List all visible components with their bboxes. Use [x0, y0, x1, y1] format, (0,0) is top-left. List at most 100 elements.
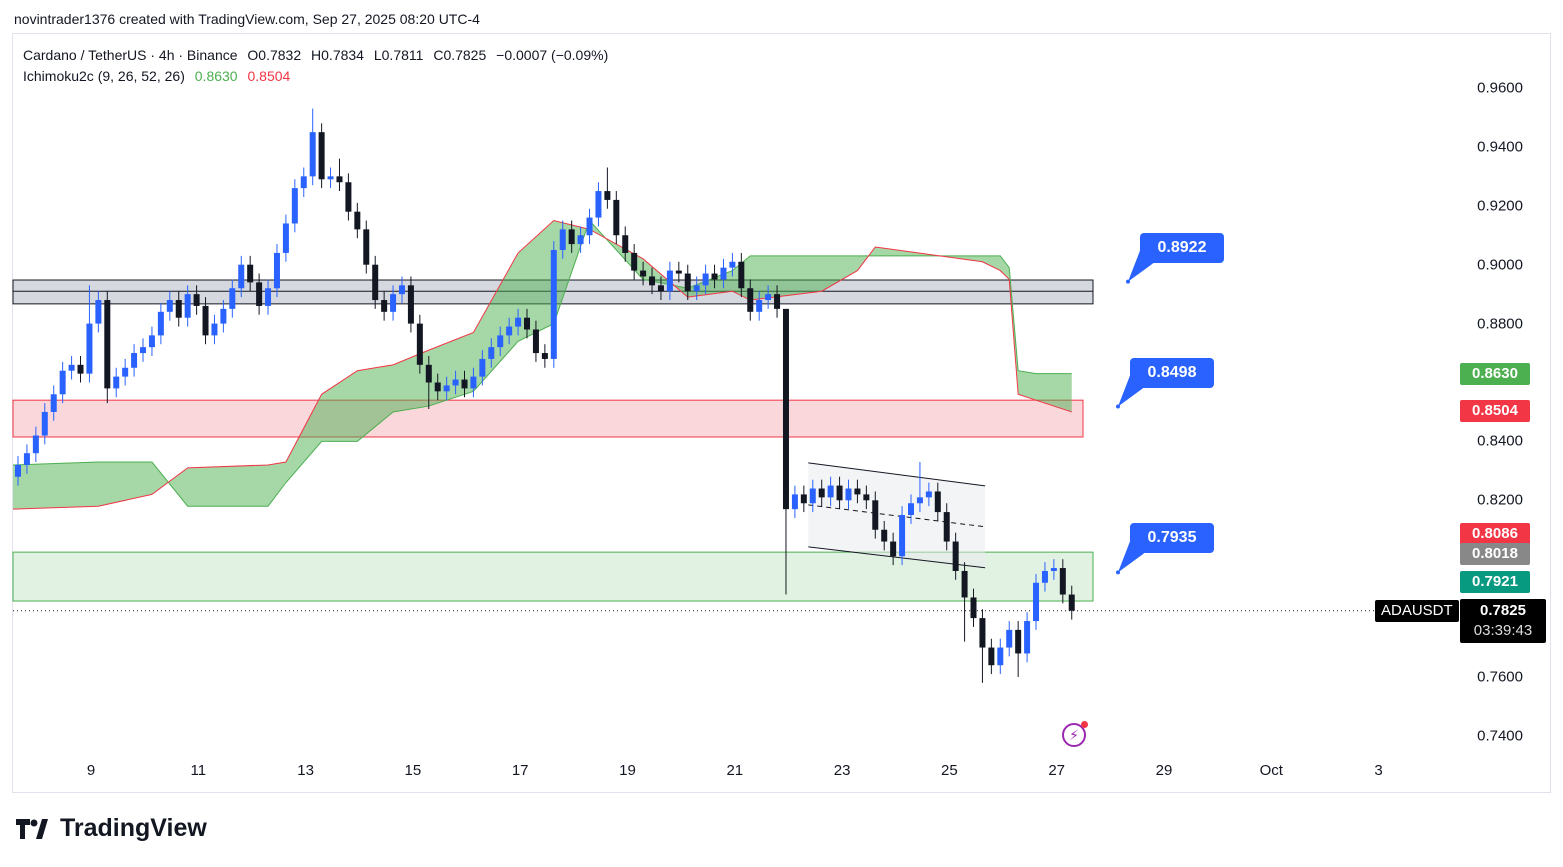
- candle: [559, 220, 566, 259]
- price-axis-label: 0.8200: [1477, 491, 1523, 509]
- candle: [720, 258, 727, 289]
- candle: [604, 167, 611, 209]
- candle: [586, 208, 593, 245]
- candle: [461, 370, 468, 398]
- candle-body: [202, 305, 209, 336]
- candle-body: [720, 267, 727, 280]
- candle: [175, 291, 182, 327]
- candle-body: [113, 376, 120, 389]
- candle-body: [434, 382, 441, 392]
- candle-body: [568, 229, 575, 245]
- candle: [32, 426, 39, 463]
- candle-body: [515, 317, 522, 327]
- symbol-label[interactable]: Cardano / TetherUS · 4h · Binance: [23, 47, 238, 63]
- candle-body: [211, 323, 218, 336]
- price-axis-label: 0.8800: [1477, 315, 1523, 333]
- candle: [979, 609, 986, 683]
- candle-body: [774, 294, 781, 309]
- candle-body: [765, 294, 772, 301]
- candle: [631, 244, 638, 280]
- candle-body: [86, 323, 93, 374]
- time-axis-label: 23: [833, 762, 851, 779]
- candle: [220, 300, 227, 333]
- time-axis-label: 9: [86, 762, 96, 779]
- candle: [711, 264, 718, 289]
- candle-body: [756, 300, 763, 312]
- candle-body: [738, 261, 745, 289]
- candle-body: [50, 394, 57, 412]
- candle-body: [925, 491, 932, 498]
- price-callout[interactable]: 0.8498: [1130, 357, 1214, 388]
- candle-body: [622, 235, 629, 253]
- candle-body: [273, 252, 280, 289]
- pink-zone: [12, 399, 1084, 438]
- price-tag: 0.8018: [1460, 542, 1530, 565]
- time-axis-label: Oct: [1259, 762, 1283, 779]
- lightning-icon[interactable]: ⚡: [1062, 721, 1088, 747]
- candle: [86, 285, 93, 383]
- channel-fill: [808, 462, 986, 568]
- candle: [229, 279, 236, 318]
- indicator-label[interactable]: Ichimoku2c (9, 26, 52, 26): [23, 68, 185, 84]
- candle: [1068, 585, 1075, 620]
- candle-body: [15, 464, 21, 477]
- candle-body: [854, 488, 861, 495]
- candle-body: [934, 491, 941, 513]
- candle: [577, 226, 584, 253]
- indicator-value-a: 0.8630: [194, 68, 238, 84]
- candle-body: [881, 529, 888, 542]
- candle-body: [140, 347, 147, 354]
- candle-body: [782, 308, 789, 510]
- bar-countdown: 03:39:43: [1473, 622, 1533, 639]
- candle: [1050, 559, 1057, 580]
- candle-body: [247, 264, 254, 283]
- candle: [899, 506, 906, 566]
- candle-body: [916, 497, 923, 504]
- candle-body: [193, 294, 200, 306]
- candle: [666, 261, 673, 301]
- candle-body: [345, 182, 352, 212]
- candle-body: [1050, 568, 1057, 571]
- candle-body: [640, 270, 647, 277]
- candle: [407, 276, 414, 333]
- candle: [640, 261, 647, 286]
- candle: [416, 314, 423, 374]
- candle: [1015, 621, 1022, 677]
- brand-name: TradingView: [60, 814, 207, 842]
- candle: [1041, 562, 1048, 592]
- tradingview-logo[interactable]: TradingView: [16, 814, 207, 843]
- price-callout[interactable]: 0.8922: [1140, 232, 1224, 263]
- tradingview-logo-icon: [16, 818, 48, 839]
- candle-body: [175, 300, 182, 318]
- candle: [390, 285, 397, 321]
- price-tag: 0.8504: [1460, 399, 1530, 422]
- candle-body: [488, 347, 495, 359]
- candle: [791, 485, 798, 518]
- candle-body: [586, 217, 593, 236]
- candle: [765, 285, 772, 309]
- candle: [68, 355, 75, 380]
- candle: [256, 273, 263, 315]
- candle: [381, 291, 388, 321]
- candle-body: [238, 264, 245, 289]
- price-callout[interactable]: 0.7935: [1130, 523, 1214, 554]
- price-axis-label: 0.8400: [1477, 432, 1523, 450]
- price-tag: 0.7921: [1460, 571, 1530, 594]
- channel-top-line: [808, 462, 986, 487]
- candle-body: [657, 285, 664, 292]
- candle: [854, 479, 861, 504]
- candle-body: [970, 597, 977, 619]
- time-axis-label: 29: [1155, 762, 1173, 779]
- price-axis-label: 0.9600: [1477, 79, 1523, 97]
- candle: [827, 476, 834, 507]
- time-axis-label: 17: [511, 762, 529, 779]
- candle-body: [845, 488, 852, 501]
- candle: [934, 482, 941, 521]
- candle: [50, 385, 57, 421]
- candle-body: [32, 435, 39, 454]
- candle-body: [300, 176, 307, 189]
- candle: [800, 485, 807, 513]
- candle-body: [131, 353, 138, 368]
- candle-body: [282, 223, 289, 253]
